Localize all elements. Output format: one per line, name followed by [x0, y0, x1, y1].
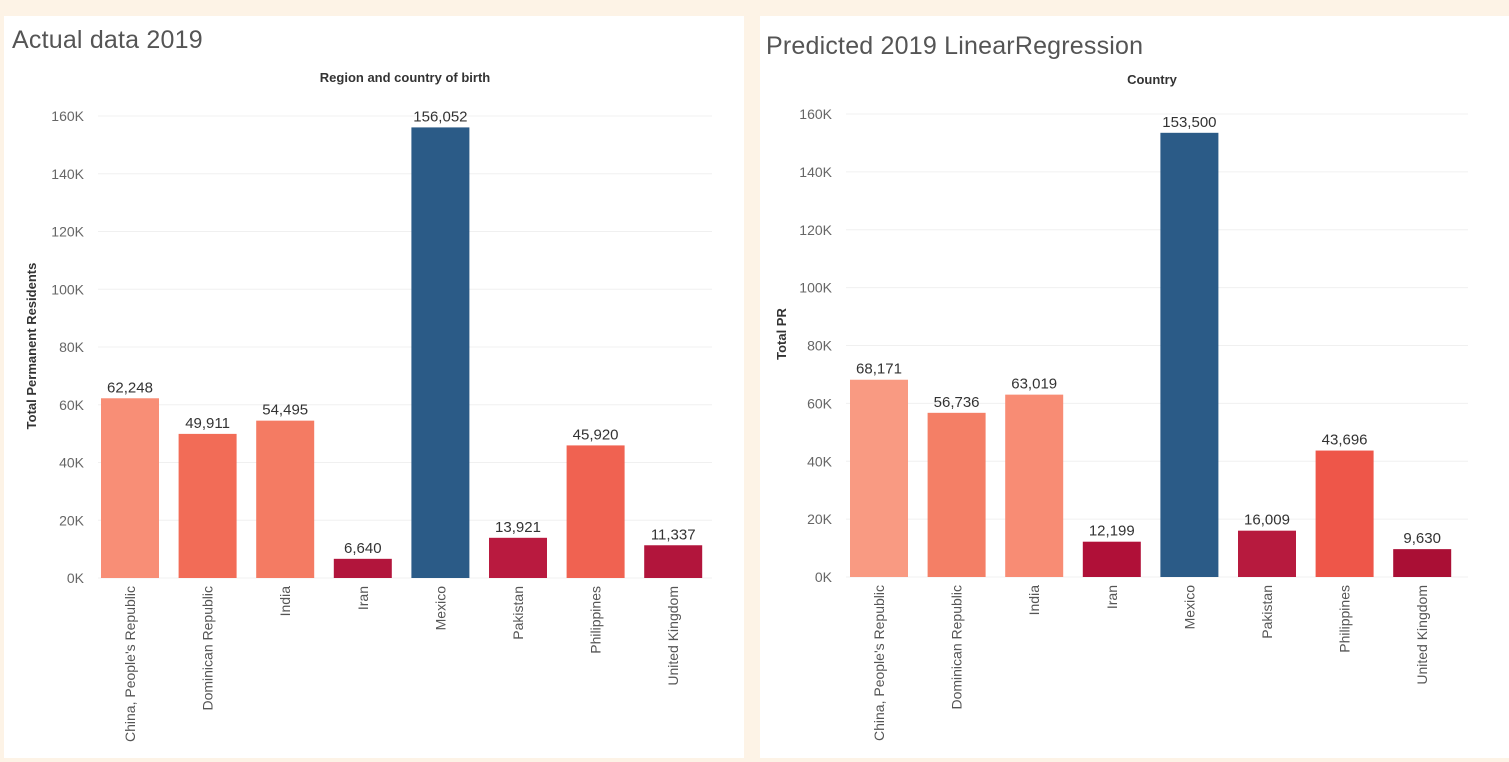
- x-header-label: Region and country of birth: [320, 70, 490, 85]
- y-tick-label: 20K: [807, 511, 833, 527]
- bar[interactable]: [1082, 541, 1141, 577]
- x-tick-label: India: [277, 586, 293, 617]
- bar-value-label: 63,019: [1011, 376, 1057, 393]
- bar[interactable]: [850, 379, 908, 577]
- bar-value-label: 153,500: [1162, 114, 1216, 131]
- y-axis-label: Total Permanent Residents: [24, 263, 39, 430]
- bar[interactable]: [489, 537, 547, 578]
- bar[interactable]: [178, 433, 237, 578]
- bar-value-label: 13,921: [495, 519, 541, 536]
- y-tick-label: 60K: [59, 397, 85, 413]
- bar-chart-predicted: Country Total PR 0K 20K 40K 60K 80K 100K 120K 140…: [774, 72, 1468, 741]
- y-tick-label: 120K: [51, 224, 84, 240]
- x-tick-label: Dominican Republic: [200, 586, 216, 711]
- y-axis-label: Total PR: [774, 308, 789, 360]
- bar-value-label: 156,052: [413, 108, 467, 125]
- bar-value-label: 62,248: [107, 379, 153, 396]
- panel-title: Actual data 2019: [12, 26, 203, 54]
- x-tick-label: China, People's Republic: [122, 586, 138, 742]
- y-tick-label: 140K: [799, 164, 832, 180]
- x-tick-label: Iran: [1104, 585, 1120, 609]
- bar-value-label: 6,640: [344, 540, 382, 557]
- bar-value-label: 43,696: [1322, 432, 1368, 449]
- bar-value-label: 9,630: [1403, 530, 1441, 547]
- panel-title: Predicted 2019 LinearRegression: [766, 32, 1144, 60]
- bar-value-label: 12,199: [1089, 523, 1135, 540]
- x-tick-label: Philippines: [588, 586, 604, 654]
- bar[interactable]: [411, 127, 470, 579]
- bar-value-label: 45,920: [573, 426, 619, 443]
- x-tick-label: Pakistan: [1259, 585, 1275, 639]
- bar[interactable]: [333, 558, 392, 578]
- bar[interactable]: [644, 545, 703, 578]
- bar-value-label: 68,171: [856, 361, 902, 378]
- y-tick-label: 80K: [807, 338, 833, 354]
- x-tick-label: Pakistan: [510, 586, 526, 640]
- bar[interactable]: [566, 445, 625, 578]
- y-tick-label: 0K: [67, 570, 85, 586]
- y-tick-label: 140K: [51, 166, 84, 182]
- x-tick-label: Mexico: [1181, 585, 1197, 630]
- y-tick-label: 120K: [799, 222, 832, 238]
- bar[interactable]: [1238, 530, 1296, 577]
- y-tick-label: 60K: [807, 395, 833, 411]
- x-tick-label: Philippines: [1337, 585, 1353, 653]
- x-tick-label: India: [1026, 585, 1042, 616]
- y-tick-label: 160K: [799, 106, 832, 122]
- y-tick-label: 20K: [59, 512, 85, 528]
- x-tick-label: Iran: [355, 586, 371, 610]
- bar[interactable]: [256, 420, 315, 578]
- x-tick-label: Dominican Republic: [949, 585, 965, 710]
- chart-panel-actual: Actual data 2019 Region and country of b…: [4, 16, 744, 758]
- chart-panel-predicted: Predicted 2019 LinearRegression Country T…: [760, 16, 1509, 758]
- x-tick-label: United Kingdom: [665, 586, 681, 686]
- x-tick-label: China, People's Republic: [871, 585, 887, 741]
- x-tick-label: Mexico: [432, 586, 448, 631]
- x-header-label: Country: [1127, 72, 1178, 87]
- y-tick-label: 100K: [799, 280, 832, 296]
- bar[interactable]: [101, 398, 159, 578]
- x-tick-label: United Kingdom: [1414, 585, 1430, 685]
- bar-chart-actual: Region and country of birth Total Permane…: [24, 70, 712, 742]
- y-tick-label: 40K: [807, 453, 833, 469]
- bar-value-label: 11,337: [651, 526, 696, 543]
- y-tick-label: 80K: [59, 339, 85, 355]
- bar[interactable]: [1315, 450, 1374, 577]
- y-tick-label: 0K: [815, 569, 833, 585]
- y-tick-label: 160K: [51, 108, 84, 124]
- y-tick-label: 40K: [59, 455, 85, 471]
- bar-value-label: 16,009: [1244, 512, 1290, 529]
- bar[interactable]: [927, 412, 986, 577]
- bar-value-label: 54,495: [262, 402, 308, 419]
- bar[interactable]: [1393, 549, 1452, 577]
- bar[interactable]: [1005, 394, 1064, 577]
- bar-value-label: 49,911: [185, 415, 230, 432]
- y-tick-label: 100K: [51, 281, 84, 297]
- bar-value-label: 56,736: [934, 394, 980, 411]
- bar[interactable]: [1160, 132, 1219, 577]
